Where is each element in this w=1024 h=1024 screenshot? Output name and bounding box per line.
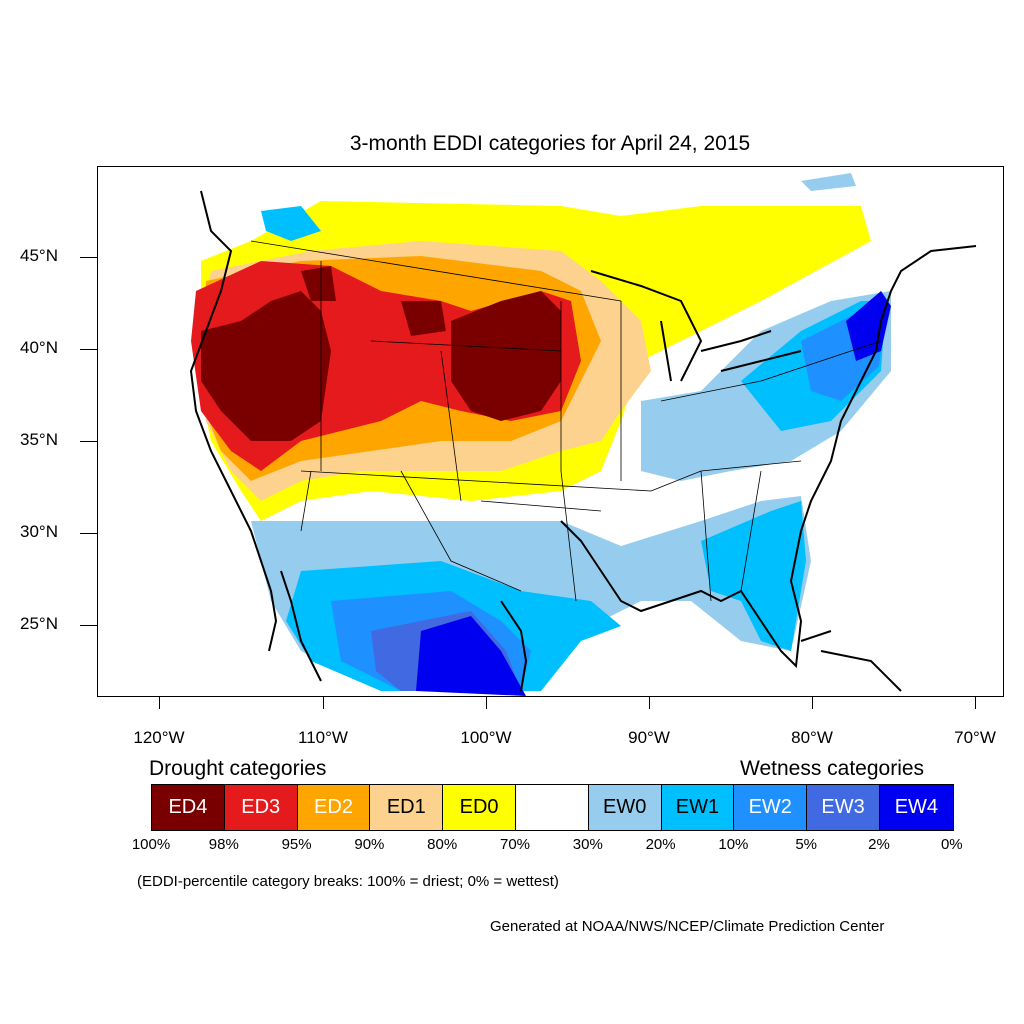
drought-legend-title: Drought categories — [149, 757, 327, 780]
state-borders — [250, 240, 882, 602]
lat-label: 30°N — [20, 522, 58, 541]
legend-swatch: ED0 — [443, 785, 516, 830]
legend-swatch: EW3 — [807, 785, 880, 830]
region-ew1-southeast — [701, 501, 806, 651]
region-ew4-northeast — [846, 291, 891, 361]
lon-label: 110°W — [298, 728, 348, 747]
legend-break-label: 80% — [427, 836, 458, 853]
lat-label: 45°N — [20, 246, 58, 265]
legend-break-label: 100% — [131, 836, 171, 853]
eddi-map — [189, 173, 977, 696]
wetness-legend-title: Wetness categories — [740, 757, 925, 780]
legend-break-label: 20% — [645, 836, 676, 853]
region-ew1-canada — [261, 206, 321, 241]
legend-break-label: 0% — [940, 836, 963, 853]
great-lakes — [590, 270, 802, 382]
lon-tick — [975, 697, 976, 709]
legend-break-label: 10% — [718, 836, 749, 853]
lon-tick — [486, 697, 487, 709]
map-panel — [97, 166, 1004, 697]
legend-swatch: EW4 — [879, 785, 953, 830]
lat-label: 40°N — [20, 338, 58, 357]
region-ed4-west — [201, 291, 331, 441]
legend-break-label: 90% — [354, 836, 385, 853]
legend-break-label: 5% — [795, 836, 818, 853]
lat-tick — [80, 533, 97, 534]
lat-tick — [80, 441, 97, 442]
legend-swatch — [515, 785, 589, 830]
mexico-coast — [280, 570, 902, 692]
category-note: (EDDI-percentile category breaks: 100% =… — [137, 873, 559, 890]
legend-swatch: EW2 — [734, 785, 808, 830]
legend-break-label: 2% — [868, 836, 890, 853]
lon-label: 90°W — [628, 728, 670, 747]
region-ew4-south — [416, 616, 526, 696]
credit-line: Generated at NOAA/NWS/NCEP/Climate Predi… — [490, 918, 885, 935]
lon-label: 70°W — [954, 728, 996, 747]
legend-swatch: ED4 — [152, 785, 225, 830]
legend-swatch: EW1 — [661, 785, 735, 830]
lon-tick — [323, 697, 324, 709]
legend-break-label: 95% — [281, 836, 312, 853]
lon-tick — [649, 697, 650, 709]
lon-label: 120°W — [133, 728, 185, 747]
map-title: 3-month EDDI categories for April 24, 20… — [349, 132, 751, 155]
legend-swatch: EW0 — [588, 785, 662, 830]
legend-break-label: 98% — [208, 836, 239, 853]
lon-label: 100°W — [460, 728, 512, 747]
category-legend: ED4 ED3 ED2 ED1 ED0 EW0 EW1 EW2 EW3 EW4 — [151, 784, 954, 831]
lat-label: 25°N — [20, 614, 58, 633]
lat-tick — [80, 625, 97, 626]
coastline — [189, 190, 977, 692]
legend-break-label: 30% — [572, 836, 603, 853]
legend-swatch: ED2 — [297, 785, 371, 830]
lat-tick — [80, 349, 97, 350]
region-ew0-canada — [801, 173, 856, 191]
legend-break-label: 70% — [499, 836, 531, 853]
legend-swatch: ED3 — [224, 785, 298, 830]
lon-label: 80°W — [791, 728, 833, 747]
region-ed4-montana — [401, 301, 446, 336]
lat-label: 35°N — [20, 430, 58, 449]
lon-tick — [812, 697, 813, 709]
lon-tick — [159, 697, 160, 709]
region-ed4-plains — [451, 291, 561, 421]
region-ed4-north — [301, 266, 336, 301]
lat-tick — [80, 257, 97, 258]
legend-swatch: ED1 — [370, 785, 444, 830]
